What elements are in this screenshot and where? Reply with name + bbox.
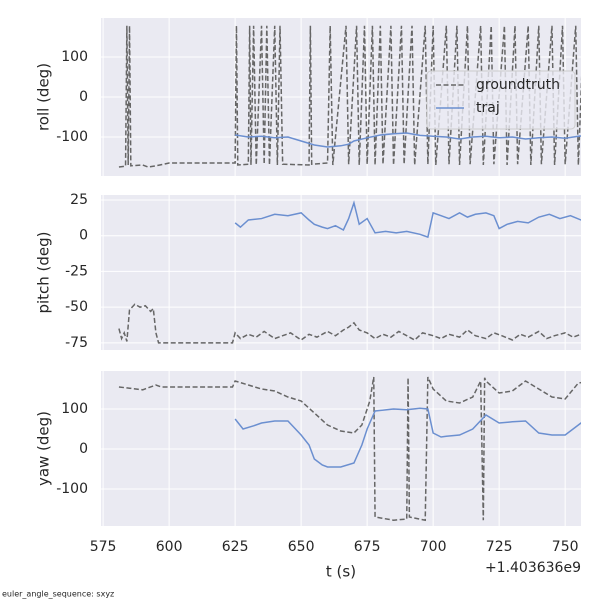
series-line (235, 132, 581, 148)
y-tick-label: -75 (65, 335, 88, 351)
y-axis-label: pitch (deg) (35, 231, 53, 313)
x-tick-label: 600 (156, 539, 183, 555)
y-tick-label: 100 (61, 49, 88, 65)
legend-box (426, 70, 576, 130)
x-tick-label: 575 (90, 539, 117, 555)
y-tick-label: -100 (56, 481, 88, 497)
x-tick-label: 725 (486, 539, 513, 555)
y-tick-label: 25 (70, 192, 88, 208)
footnote: euler_angle_sequence: sxyz (2, 590, 114, 599)
x-tick-label: 750 (552, 539, 579, 555)
x-axis-label: t (s) (326, 563, 356, 581)
y-axis-label: roll (deg) (35, 63, 53, 131)
y-tick-label: 0 (79, 89, 88, 105)
legend-label: groundtruth (476, 77, 560, 93)
y-tick-label: 0 (79, 441, 88, 457)
y-tick-label: 0 (79, 228, 88, 244)
x-tick-label: 625 (222, 539, 249, 555)
series-line (234, 407, 581, 468)
series-line (234, 200, 581, 239)
x-tick-label: 700 (420, 539, 447, 555)
legend-label: traj (476, 100, 500, 116)
y-tick-label: -25 (65, 263, 88, 279)
y-tick-label: -100 (56, 129, 88, 145)
plot-area (101, 195, 581, 350)
series-line (118, 303, 581, 344)
y-axis-label: yaw (deg) (35, 411, 53, 486)
y-tick-label: 100 (61, 401, 88, 417)
x-tick-label: 675 (354, 539, 381, 555)
x-tick-label: 650 (288, 539, 315, 555)
x-offset-label: +1.403636e9 (485, 560, 581, 576)
y-tick-label: -50 (65, 299, 88, 315)
